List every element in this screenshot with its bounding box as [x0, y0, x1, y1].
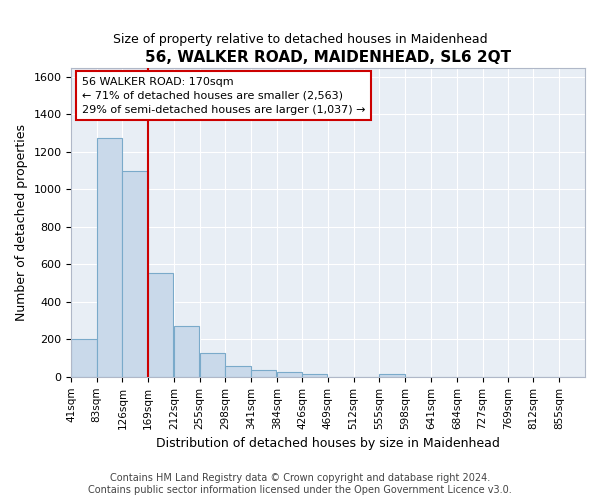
Bar [302, 374, 328, 377]
Text: Size of property relative to detached houses in Maidenhead: Size of property relative to detached ho… [113, 32, 487, 46]
Bar [71, 340, 97, 377]
Text: Contains HM Land Registry data © Crown copyright and database right 2024.
Contai: Contains HM Land Registry data © Crown c… [88, 474, 512, 495]
Bar [379, 374, 404, 377]
Bar [251, 370, 277, 377]
Bar [148, 273, 173, 377]
Bar [122, 170, 148, 377]
Bar [174, 326, 199, 377]
Bar [277, 372, 302, 377]
Bar [226, 366, 251, 377]
Bar [200, 354, 225, 377]
Bar [97, 138, 122, 377]
Text: 56 WALKER ROAD: 170sqm
← 71% of detached houses are smaller (2,563)
29% of semi-: 56 WALKER ROAD: 170sqm ← 71% of detached… [82, 77, 365, 115]
X-axis label: Distribution of detached houses by size in Maidenhead: Distribution of detached houses by size … [156, 437, 500, 450]
Title: 56, WALKER ROAD, MAIDENHEAD, SL6 2QT: 56, WALKER ROAD, MAIDENHEAD, SL6 2QT [145, 50, 511, 65]
Y-axis label: Number of detached properties: Number of detached properties [15, 124, 28, 320]
